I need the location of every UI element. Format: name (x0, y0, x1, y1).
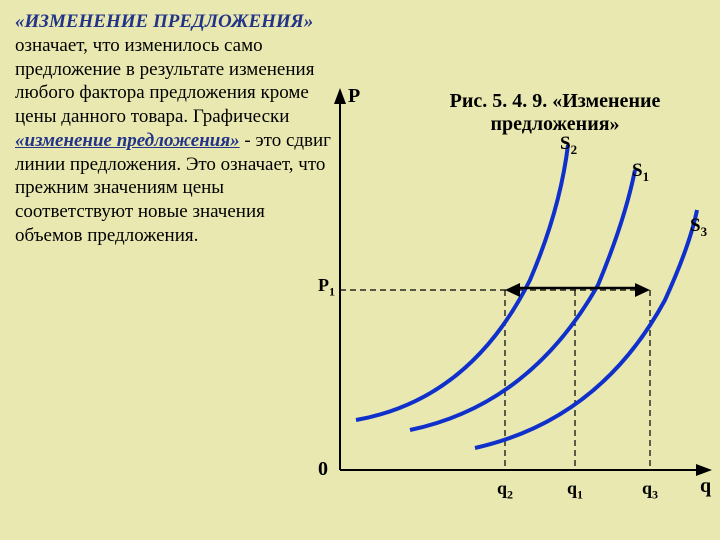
origin-label: 0 (318, 458, 328, 481)
q3-label: q3 (642, 478, 658, 503)
s2-label: S2 (560, 133, 577, 158)
s3-label: S3 (690, 215, 707, 240)
s1-label: S1 (632, 160, 649, 185)
y-axis-label: P (348, 85, 360, 108)
supply-chart (0, 0, 720, 540)
q1-label: q1 (567, 478, 583, 503)
x-axis-label: q (700, 475, 711, 498)
q2-label: q2 (497, 478, 513, 503)
p1-label: P1 (318, 275, 335, 300)
